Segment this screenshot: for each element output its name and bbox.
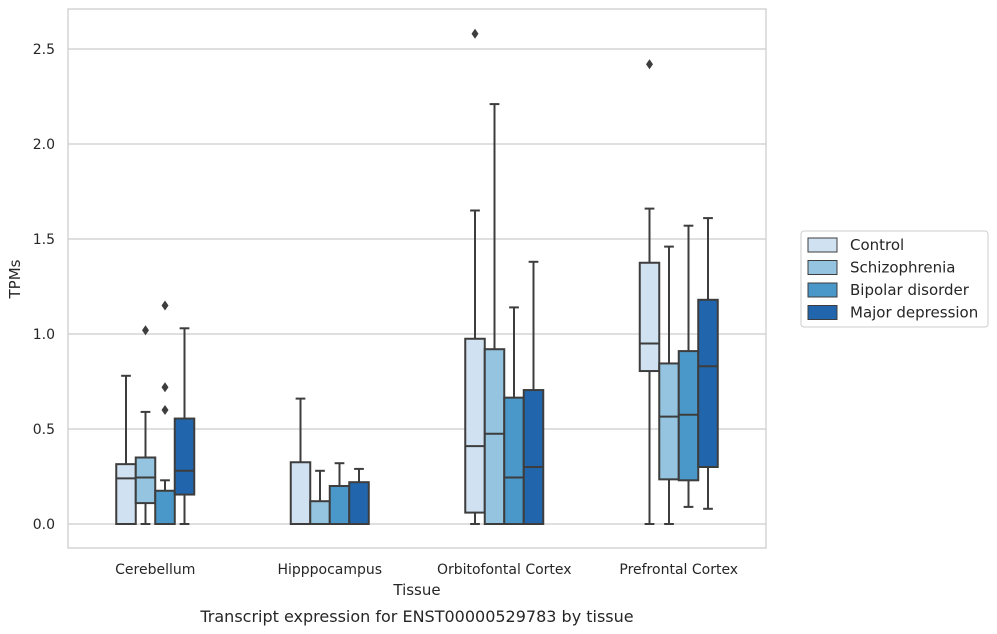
box-iqr (115, 463, 137, 525)
y-tick-label: 1.5 (33, 232, 55, 248)
box-1-1 (309, 469, 331, 526)
box-iqr (522, 389, 545, 525)
box-iqr (658, 362, 680, 481)
legend-swatch (807, 237, 838, 253)
legend-swatch (807, 282, 838, 298)
x-tick-label: Orbitofontal Cortex (437, 562, 572, 578)
x-tick-label: Prefrontal Cortex (619, 562, 738, 578)
y-tick-label: 2.5 (33, 42, 55, 58)
box-iqr (154, 489, 176, 525)
y-tick-label: 2.0 (33, 137, 55, 153)
box-3-1 (348, 467, 370, 526)
outlier-marker (161, 300, 169, 311)
y-tick-labels: 0.0 0.5 1.0 1.5 2.0 2.5 (33, 42, 55, 533)
box-3-3 (697, 217, 719, 510)
box-3-0 (173, 327, 196, 525)
box-iqr (173, 417, 196, 496)
y-tick-label: 0.5 (33, 422, 55, 438)
box-iqr (348, 481, 370, 526)
box-iqr (697, 298, 719, 468)
y-axis-label: TPMs (6, 259, 24, 299)
chart-caption: Transcript expression for ENST0000052978… (199, 607, 633, 626)
plot-frame (67, 8, 767, 549)
box-0-0 (115, 374, 137, 525)
legend: Control Schizophrenia Bipolar disorder Majo… (800, 230, 989, 328)
box-3-2 (522, 260, 545, 525)
outlier-marker (471, 28, 479, 39)
box-iqr (134, 456, 157, 505)
x-tick-label: Hipppocampus (277, 562, 382, 578)
box-iqr (289, 461, 312, 525)
box-1-2 (483, 103, 506, 526)
outlier-marker (161, 382, 169, 393)
boxes (115, 28, 719, 526)
box-iqr (464, 337, 486, 514)
box-2-1 (328, 462, 351, 525)
box-1-3 (658, 245, 680, 525)
box-0-3 (638, 59, 661, 525)
y-tick-label: 1.0 (33, 327, 55, 343)
legend-label: Major depression (850, 304, 978, 322)
box-2-3 (677, 224, 700, 508)
outlier-marker (646, 59, 653, 70)
legend-frame (800, 230, 989, 328)
box-0-1 (289, 397, 312, 525)
x-tick-label: Cerebellum (115, 562, 195, 578)
legend-label: Control (850, 236, 904, 254)
box-2-0 (154, 300, 176, 525)
x-tick-labels: Cerebellum Hipppocampus Orbitofontal Corte… (115, 562, 738, 578)
legend-swatch (807, 305, 838, 320)
box-2-2 (503, 306, 525, 525)
outlier-marker (161, 405, 169, 415)
box-iqr (328, 485, 351, 525)
box-iqr (309, 500, 331, 526)
y-tick-label: 0.0 (33, 517, 55, 533)
legend-label: Schizophrenia (850, 259, 955, 277)
box-0-2 (464, 28, 486, 525)
outlier-marker (142, 325, 149, 336)
box-iqr (503, 396, 525, 525)
box-iqr (638, 261, 661, 373)
x-axis-label: Tissue (392, 581, 440, 599)
box-1-0 (134, 325, 157, 525)
box-iqr (483, 348, 506, 526)
legend-label: Bipolar disorder (850, 281, 970, 299)
legend-swatch (807, 260, 838, 275)
